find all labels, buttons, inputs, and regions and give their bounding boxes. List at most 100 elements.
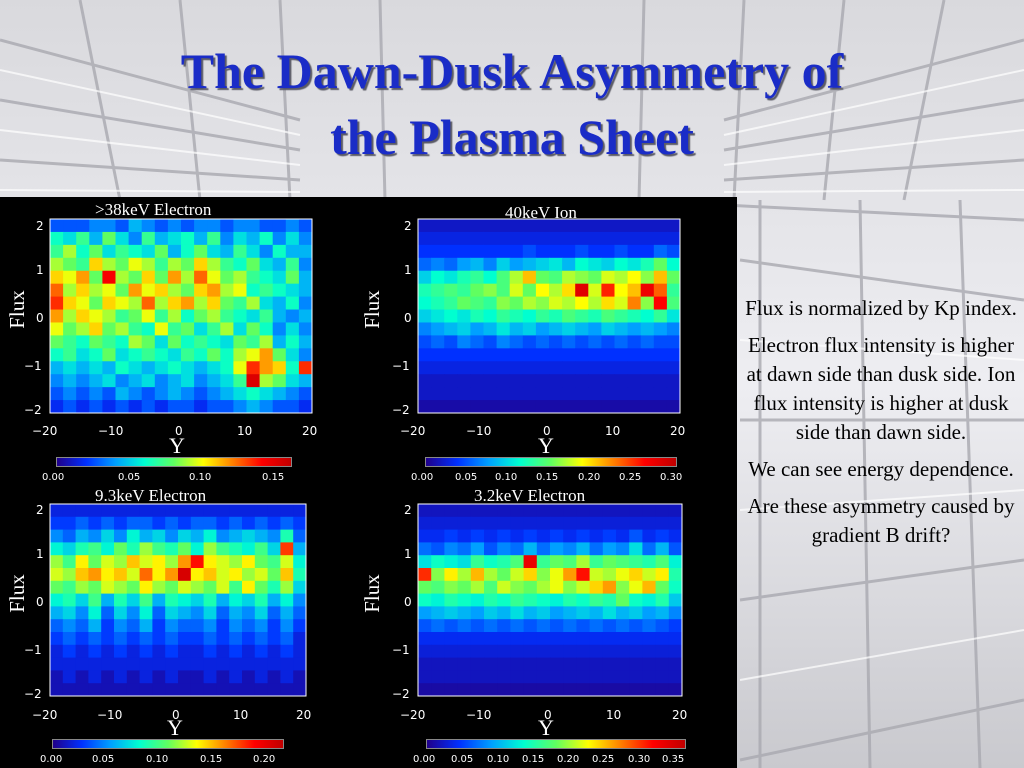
colorbar-tick: 0.15 xyxy=(536,472,559,483)
heatmap-cell xyxy=(470,257,484,272)
heatmap-cell xyxy=(216,632,230,646)
heatmap-cell xyxy=(154,322,169,336)
heatmap-cell xyxy=(139,606,153,620)
heatmap-cell xyxy=(178,606,192,620)
x-axis-label: Y xyxy=(538,715,554,740)
heatmap-cell xyxy=(536,542,551,556)
heatmap-cell xyxy=(220,400,234,414)
heatmap-cell xyxy=(141,309,156,323)
heatmap-cell xyxy=(418,542,432,556)
heatmap-cell xyxy=(89,219,103,233)
heatmap-cell xyxy=(614,374,629,388)
y-tick: −1 xyxy=(24,643,42,657)
x-tick: −10 xyxy=(98,424,124,438)
heatmap-cell xyxy=(640,348,655,362)
heatmap-cell xyxy=(616,670,630,684)
heatmap-cell xyxy=(483,322,498,336)
heatmap-cell xyxy=(483,309,498,323)
colorbar-tick: 0.20 xyxy=(253,754,276,765)
heatmap-cell xyxy=(62,657,77,671)
heatmap-cell xyxy=(293,529,307,543)
heatmap-cell xyxy=(141,400,156,414)
heatmap-cell xyxy=(522,231,537,246)
heatmap-cell xyxy=(589,619,604,633)
heatmap-cell xyxy=(483,244,498,259)
heatmap-cell xyxy=(167,270,182,285)
heatmap-cell xyxy=(280,580,294,595)
heatmap-cell xyxy=(139,555,153,569)
heatmap-cell xyxy=(181,322,195,336)
heatmap-cell xyxy=(88,632,102,646)
heatmap-cell xyxy=(50,606,64,620)
heatmap-cell xyxy=(549,361,563,375)
heatmap-cell xyxy=(242,644,256,659)
heatmap-cell xyxy=(575,361,589,375)
heatmap-cell xyxy=(655,504,670,518)
heatmap-cell xyxy=(203,606,217,620)
heatmap-cell xyxy=(181,335,195,349)
heatmap-cell xyxy=(293,683,307,697)
heatmap-cell xyxy=(418,516,432,531)
plot-frame xyxy=(49,218,313,414)
heatmap-cell xyxy=(418,231,432,246)
heatmap-cell xyxy=(246,361,261,375)
heatmap-cell xyxy=(207,387,221,401)
heatmap-cell xyxy=(431,644,445,659)
heatmap-cell xyxy=(139,657,153,671)
heatmap-cell xyxy=(50,644,64,659)
heatmap-cell xyxy=(496,348,511,362)
heatmap-cell xyxy=(484,606,498,620)
heatmap-cell xyxy=(102,283,116,298)
heatmap-cell xyxy=(115,374,130,388)
heatmap-cell xyxy=(668,504,683,518)
heatmap-cell xyxy=(242,670,256,684)
heatmap-cell xyxy=(431,516,445,531)
heatmap-cell xyxy=(444,568,459,582)
heatmap-cell xyxy=(280,568,294,582)
heatmap-cell xyxy=(562,219,576,233)
heatmap-cell xyxy=(75,504,89,518)
heatmap-cell xyxy=(126,683,141,697)
heatmap-cell xyxy=(267,516,281,531)
heatmap-cell xyxy=(115,283,130,298)
heatmap-cell xyxy=(523,683,538,697)
heatmap-cell xyxy=(550,619,564,633)
heatmap-cell xyxy=(167,374,182,388)
heatmap-cell xyxy=(280,644,294,659)
x-tick: −10 xyxy=(97,708,123,722)
heatmap-cell xyxy=(589,644,604,659)
heatmap-cell xyxy=(229,580,243,595)
heatmap-cell xyxy=(602,568,617,582)
panel-title-electron-3-2kev: 3.2keV Electron xyxy=(474,486,586,505)
heatmap-cell xyxy=(444,683,459,697)
heatmap-cell xyxy=(203,568,217,582)
heatmap-cell xyxy=(431,593,445,607)
heatmap-cell xyxy=(128,257,143,272)
heatmap-cell xyxy=(242,516,256,531)
heatmap-cell xyxy=(627,335,642,349)
heatmap-cell xyxy=(298,231,313,246)
heatmap-cell xyxy=(509,270,524,285)
heatmap-cell xyxy=(88,644,102,659)
heatmap-cell xyxy=(242,529,256,543)
heatmap-cell xyxy=(484,593,498,607)
heatmap-cell xyxy=(242,683,256,697)
x-tick: 20 xyxy=(670,424,686,438)
heatmap-cell xyxy=(431,568,445,582)
heatmap-cell xyxy=(576,568,591,582)
heatmap-cell xyxy=(50,619,64,633)
heatmap-cell xyxy=(484,683,498,697)
heatmap-cell xyxy=(536,504,551,518)
heatmap-cell xyxy=(668,529,683,543)
heatmap-cell xyxy=(418,257,432,272)
heatmap-cell xyxy=(614,296,629,311)
heatmap-cell xyxy=(62,593,77,607)
heatmap-cell xyxy=(62,632,77,646)
heatmap-cell xyxy=(602,619,617,633)
heatmap-cell xyxy=(101,644,115,659)
heatmap-cell xyxy=(589,632,604,646)
heatmap-cell xyxy=(589,580,604,595)
y-tick: 2 xyxy=(36,503,44,517)
heatmap-cell xyxy=(549,219,563,233)
heatmap-cell xyxy=(272,361,287,375)
